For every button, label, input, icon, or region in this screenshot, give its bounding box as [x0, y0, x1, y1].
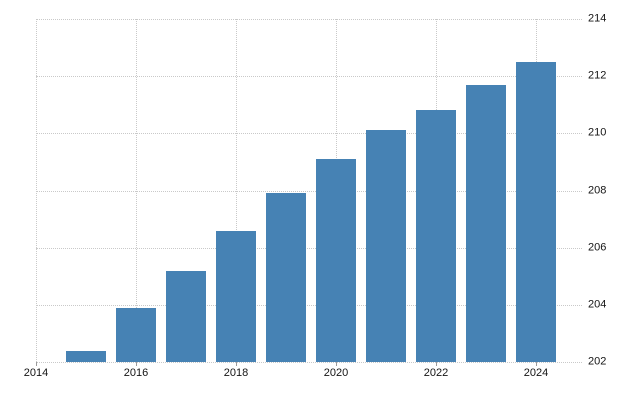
x-tick-mark-2020 [336, 362, 337, 366]
x-axis-tick-label-2014: 2014 [23, 367, 49, 379]
x-tick-mark-2018 [236, 362, 237, 366]
h-gridline-202 [36, 362, 582, 363]
h-gridline-204 [36, 304, 582, 306]
bar-2017[interactable] [166, 271, 206, 362]
y-axis-tick-label-208: 208 [588, 184, 607, 196]
x-axis-tick-label-2018: 2018 [223, 367, 249, 379]
x-tick-mark-2016 [136, 362, 137, 366]
bar-2015[interactable] [66, 351, 106, 362]
h-gridline-206 [36, 247, 582, 249]
y-axis-tick-label-204: 204 [588, 298, 607, 311]
x-tick-mark-2014 [36, 362, 37, 366]
bar-2022[interactable] [416, 110, 456, 362]
v-gridline-2014 [36, 19, 37, 362]
x-axis-tick-label-2020: 2020 [323, 367, 349, 379]
h-gridline-214 [36, 19, 582, 20]
y-axis-tick-label-202: 202 [588, 355, 607, 368]
bar-2023[interactable] [466, 85, 506, 362]
y-axis-tick-label-210: 210 [588, 126, 607, 139]
bar-2020[interactable] [316, 159, 356, 362]
y-axis-tick-label-214: 214 [588, 12, 607, 25]
bar-2021[interactable] [366, 130, 406, 362]
v-gridline-2018 [236, 19, 237, 362]
bar-2024[interactable] [516, 62, 556, 362]
y-axis-tick-label-212: 212 [588, 69, 607, 82]
x-tick-mark-2022 [436, 362, 437, 366]
h-gridline-212 [36, 76, 582, 78]
bar-2016[interactable] [116, 308, 156, 362]
x-axis-tick-label-2016: 2016 [123, 367, 149, 379]
h-gridline-208 [36, 190, 582, 192]
bar-2019[interactable] [266, 193, 306, 362]
v-gridline-2016 [136, 19, 137, 362]
bar-2018[interactable] [216, 231, 256, 362]
x-axis-tick-label-2024: 2024 [523, 367, 549, 379]
x-tick-mark-2024 [536, 362, 537, 366]
x-axis-tick-label-2022: 2022 [423, 367, 449, 379]
y-axis-tick-label-206: 206 [588, 241, 607, 254]
h-gridline-210 [36, 133, 582, 135]
